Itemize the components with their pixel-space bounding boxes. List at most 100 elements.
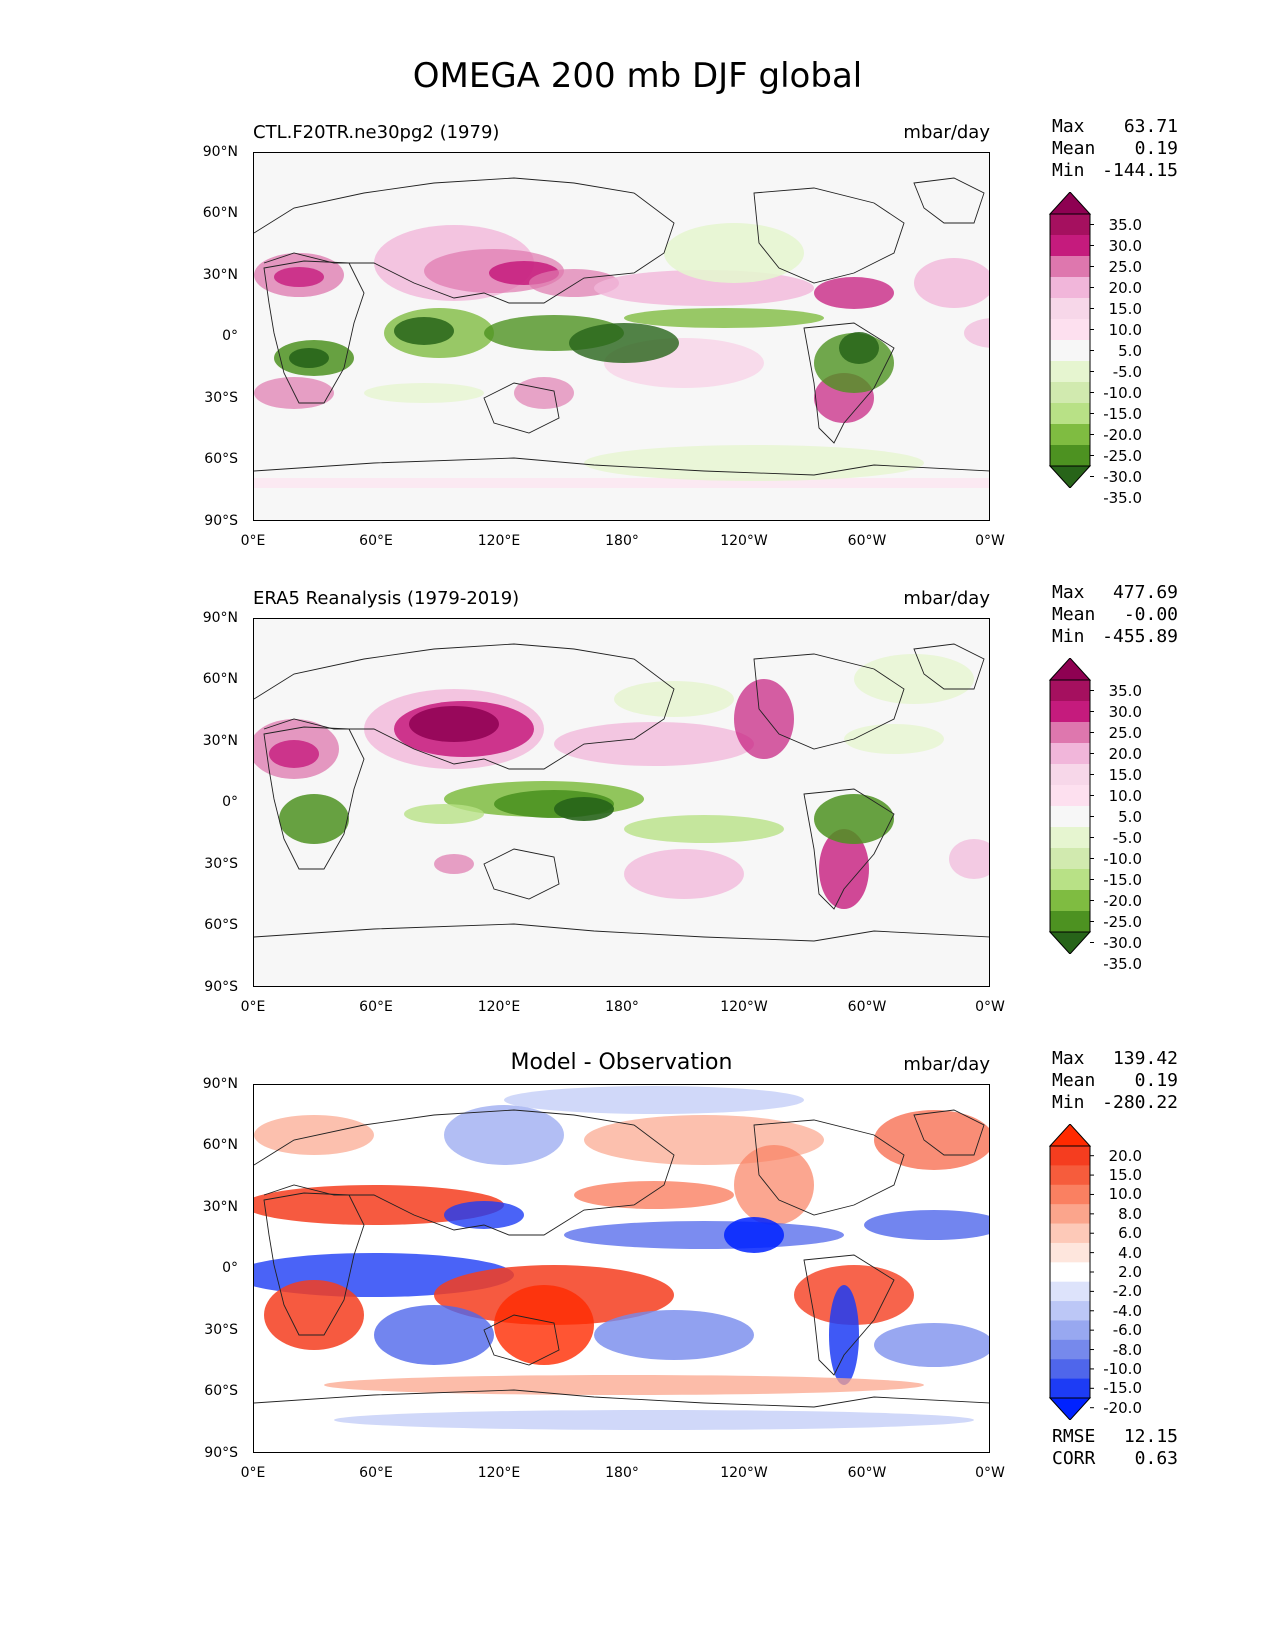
colorbar-swatch bbox=[1050, 785, 1090, 807]
colorbar-tick-label: -30.0 bbox=[1103, 933, 1142, 952]
colorbar-tick-label: 15.0 bbox=[1108, 1166, 1142, 1185]
colorbar-swatch bbox=[1050, 382, 1090, 404]
panel2-lat-30n: 30°N bbox=[202, 733, 238, 749]
colorbar-swatch bbox=[1050, 890, 1090, 912]
panel2-title: ERA5 Reanalysis (1979-2019) bbox=[253, 588, 520, 609]
colorbar-tick-label: -2.0 bbox=[1112, 1282, 1142, 1301]
colorbar-tick-label: 20.0 bbox=[1108, 1146, 1142, 1165]
colorbar-swatch bbox=[1050, 1281, 1090, 1302]
colorbar-swatch bbox=[1050, 848, 1090, 870]
colorbar-tick-label: 8.0 bbox=[1118, 1204, 1142, 1223]
panel2-map-svg bbox=[254, 619, 989, 986]
panel2-lat-30s: 30°S bbox=[204, 856, 238, 872]
panel2-lon-60e: 60°E bbox=[359, 999, 393, 1015]
colorbar-tick-label: -4.0 bbox=[1112, 1301, 1142, 1320]
colorbar-tick-label: 2.0 bbox=[1118, 1263, 1142, 1281]
panel1-lat-60s: 60°S bbox=[204, 451, 238, 467]
panel2-lat-60n: 60°N bbox=[202, 671, 238, 687]
panel3-map-svg bbox=[254, 1085, 989, 1452]
colorbar-tick-label: 6.0 bbox=[1118, 1224, 1142, 1243]
colorbar-tick-label: 25.0 bbox=[1108, 257, 1142, 276]
colorbar-tick-label: 4.0 bbox=[1118, 1243, 1142, 1262]
panel1-title: CTL.F20TR.ne30pg2 (1979) bbox=[253, 122, 500, 143]
panel1-lat-60n: 60°N bbox=[202, 205, 238, 221]
colorbar-swatch bbox=[1050, 298, 1090, 320]
colorbar-tick-label: -35.0 bbox=[1103, 488, 1142, 507]
panel3-lat-90s: 90°S bbox=[204, 1445, 238, 1461]
colorbar-tick-label: 35.0 bbox=[1108, 215, 1142, 234]
colorbar-tick-label: 30.0 bbox=[1108, 702, 1142, 721]
panel2-lat-90n: 90°N bbox=[202, 610, 238, 626]
panel3-lon-0e: 0°E bbox=[240, 1465, 266, 1481]
colorbar-tick-label: -15.0 bbox=[1103, 1379, 1142, 1398]
panel3-lat-30n: 30°N bbox=[202, 1199, 238, 1215]
colorbar-swatch bbox=[1050, 361, 1090, 383]
colorbar-tick-label: -8.0 bbox=[1112, 1340, 1142, 1359]
panel3-lon-120e: 120°E bbox=[477, 1465, 521, 1481]
colorbar-swatch bbox=[1050, 722, 1090, 744]
colorbar-swatch bbox=[1050, 806, 1090, 828]
colorbar-swatch bbox=[1050, 764, 1090, 786]
panel1-lat-0: 0° bbox=[222, 328, 238, 344]
colorbar-tick-label: -30.0 bbox=[1103, 467, 1142, 486]
panel2-lon-120e: 120°E bbox=[477, 999, 521, 1015]
colorbar-outline bbox=[1049, 679, 1091, 933]
panel2-lon-60w: 60°W bbox=[847, 999, 887, 1015]
panel1-lat-90n: 90°N bbox=[202, 144, 238, 160]
panel1-units: mbar/day bbox=[903, 122, 990, 143]
colorbar-tick-label: -20.0 bbox=[1103, 425, 1142, 444]
colorbar-swatch bbox=[1050, 1165, 1090, 1186]
panel2-units: mbar/day bbox=[903, 588, 990, 609]
colorbar-tick-label: 10.0 bbox=[1108, 1185, 1142, 1204]
colorbar-swatch bbox=[1050, 277, 1090, 299]
colorbar-extend-min bbox=[1048, 1397, 1092, 1420]
panel1-lat-30s: 30°S bbox=[204, 390, 238, 406]
panel2-lon-180: 180° bbox=[605, 999, 639, 1015]
panel3-lat-60s: 60°S bbox=[204, 1383, 238, 1399]
panel2-lat-90s: 90°S bbox=[204, 979, 238, 995]
colorbar-extend-min bbox=[1048, 931, 1092, 954]
colorbar-tick-label: 15.0 bbox=[1108, 765, 1142, 784]
colorbar-tick-label: -15.0 bbox=[1103, 870, 1142, 889]
colorbar-swatch bbox=[1050, 424, 1090, 446]
panel3-lat-60n: 60°N bbox=[202, 1137, 238, 1153]
colorbar-tick-label: -25.0 bbox=[1103, 912, 1142, 931]
panel1-lon-120e: 120°E bbox=[477, 533, 521, 549]
panel1-lat-30n: 30°N bbox=[202, 267, 238, 283]
panel1-lon-180: 180° bbox=[605, 533, 639, 549]
colorbar-swatch bbox=[1050, 743, 1090, 765]
colorbar-tick-label: 20.0 bbox=[1108, 278, 1142, 297]
colorbar-swatch bbox=[1050, 1262, 1090, 1283]
colorbar-tick-label: -5.0 bbox=[1112, 828, 1142, 847]
colorbar-swatch bbox=[1050, 1320, 1090, 1341]
colorbar-outline bbox=[1049, 213, 1091, 467]
panel3-units: mbar/day bbox=[903, 1054, 990, 1075]
panel2-colorbar bbox=[1048, 658, 1094, 954]
panel3-title: Model - Observation bbox=[510, 1050, 733, 1075]
panel2-map bbox=[253, 618, 990, 987]
colorbar-tick-label: -15.0 bbox=[1103, 404, 1142, 423]
panel3-lat-30s: 30°S bbox=[204, 1322, 238, 1338]
colorbar-tick-label: 35.0 bbox=[1108, 681, 1142, 700]
colorbar-swatch bbox=[1050, 256, 1090, 278]
panel1-lon-60e: 60°E bbox=[359, 533, 393, 549]
panel2-lon-0e: 0°E bbox=[240, 999, 266, 1015]
colorbar-swatch bbox=[1050, 1242, 1090, 1263]
colorbar-swatch bbox=[1050, 235, 1090, 257]
colorbar-swatch bbox=[1050, 403, 1090, 425]
colorbar-extend-max bbox=[1048, 658, 1092, 681]
panel3-colorbar bbox=[1048, 1124, 1094, 1420]
colorbar-swatch bbox=[1050, 1301, 1090, 1321]
colorbar-swatch bbox=[1050, 1204, 1090, 1225]
colorbar-tick-label: 25.0 bbox=[1108, 723, 1142, 742]
panel3-lon-60w: 60°W bbox=[847, 1465, 887, 1481]
colorbar-tick-label: -10.0 bbox=[1103, 383, 1142, 402]
colorbar-tick-label: 15.0 bbox=[1108, 299, 1142, 318]
panel1-lon-0e: 0°E bbox=[240, 533, 266, 549]
panel3-lon-120w: 120°W bbox=[720, 1465, 768, 1481]
colorbar-tick-label: -20.0 bbox=[1103, 891, 1142, 910]
colorbar-tick-label: -5.0 bbox=[1112, 362, 1142, 381]
colorbar-tick-label: 5.0 bbox=[1118, 341, 1142, 360]
colorbar-swatch bbox=[1050, 911, 1090, 933]
panel1-map-svg bbox=[254, 153, 989, 520]
